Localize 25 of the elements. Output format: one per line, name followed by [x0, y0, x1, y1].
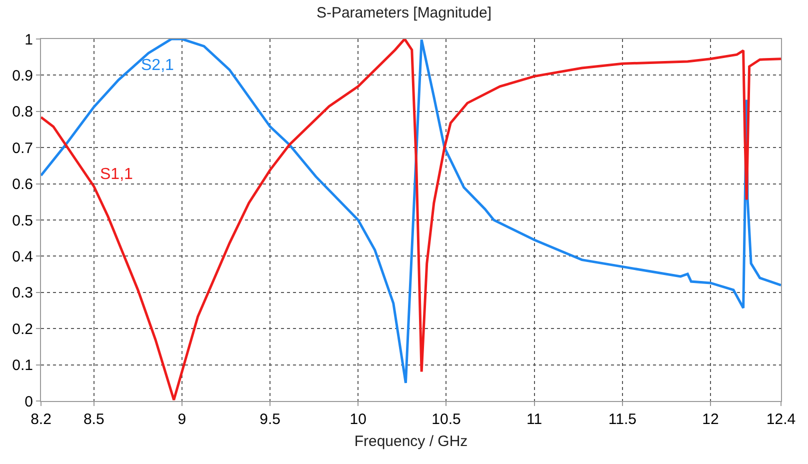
- chart-title: S-Parameters [Magnitude]: [316, 4, 492, 22]
- x-tick-label: 12: [702, 411, 719, 428]
- y-tick-label: 0.6: [12, 176, 33, 194]
- x-tick-label: 10.5: [432, 411, 461, 428]
- y-tick-label: 0.4: [12, 248, 33, 266]
- y-tick-label: 1: [24, 31, 33, 48]
- y-tick-label: 0.5: [12, 212, 33, 230]
- x-tick-label: 8.2: [30, 411, 52, 428]
- y-tick-label: 0.9: [12, 67, 33, 84]
- x-tick-label: 12.4: [766, 411, 796, 428]
- x-tick-label: 11: [526, 411, 542, 428]
- y-tick-label: 0.3: [12, 284, 33, 302]
- x-tick-label: 10: [350, 411, 366, 428]
- x-tick-label: 9: [178, 411, 186, 428]
- x-axis-title: Frequency / GHz: [354, 433, 468, 450]
- y-tick-label: 0: [24, 393, 33, 410]
- series-label: S2,1: [141, 57, 174, 74]
- y-tick-label: 0.8: [12, 104, 33, 121]
- y-tick-label: 0.1: [12, 357, 33, 374]
- x-tick-label: 11.5: [608, 411, 636, 428]
- x-tick-label: 8.5: [83, 411, 104, 428]
- series-label: S1,1: [100, 166, 134, 183]
- y-tick-label: 0.2: [12, 320, 33, 338]
- y-tick-label: 0.7: [12, 140, 33, 157]
- x-tick-label: 9.5: [260, 411, 280, 428]
